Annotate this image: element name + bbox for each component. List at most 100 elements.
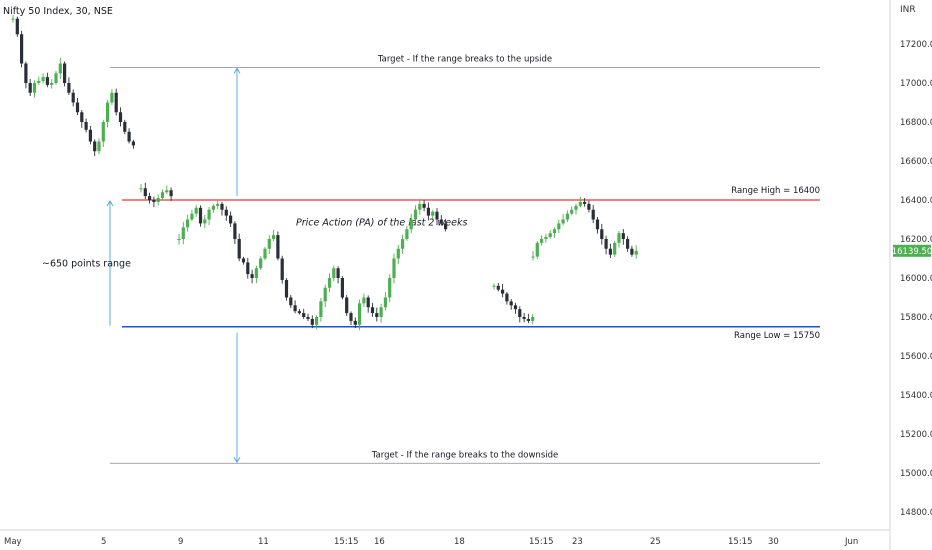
- candle-body: [634, 250, 638, 255]
- candle-body: [435, 211, 439, 220]
- candle-body: [340, 278, 344, 298]
- x-tick-label: 16: [374, 537, 385, 547]
- candle-body: [630, 248, 634, 255]
- candle-body: [198, 207, 203, 224]
- candle-body: [388, 278, 392, 298]
- candle-body: [284, 279, 289, 298]
- candle-body: [203, 219, 207, 224]
- candle-body: [392, 258, 396, 278]
- candle-body: [345, 297, 349, 314]
- range-low-label: Range Low = 15750: [734, 331, 820, 341]
- measure-arrows: [106, 67, 241, 464]
- candle-body: [216, 203, 220, 206]
- candle-body: [11, 18, 15, 20]
- candle-body: [177, 239, 181, 240]
- candle-body: [272, 235, 276, 239]
- candle-body: [63, 63, 67, 83]
- candle-body: [54, 73, 58, 83]
- candle-body: [319, 301, 323, 317]
- y-tick-label: 16800.00: [900, 118, 932, 128]
- candle-body: [123, 122, 127, 132]
- price-action-label: Price Action (PA) of the last 2 weeks: [296, 217, 467, 228]
- candle-body: [229, 215, 233, 224]
- candle-body: [118, 112, 123, 122]
- candle-body: [431, 211, 435, 216]
- candle-body: [306, 317, 310, 319]
- candle-body: [293, 305, 297, 312]
- candle-body: [207, 209, 211, 220]
- candle-body: [280, 258, 284, 280]
- y-tick-label: 16400.00: [900, 196, 932, 206]
- candle-body: [50, 83, 54, 85]
- range-high-label: Range High = 16400: [731, 186, 820, 196]
- y-tick-label: 15800.00: [900, 313, 932, 323]
- candle-body: [362, 297, 366, 304]
- currency-label: INR: [900, 5, 916, 15]
- y-tick-label: 17000.00: [900, 79, 932, 89]
- x-tick-label: 15:15: [529, 537, 554, 547]
- candle-body: [379, 307, 383, 317]
- candle-body: [156, 198, 160, 202]
- candle-body: [513, 305, 518, 310]
- candle-body: [224, 209, 228, 216]
- candle-body: [535, 242, 539, 257]
- x-tick-label: 23: [572, 537, 583, 547]
- candle-body: [358, 303, 362, 325]
- candle-body: [587, 203, 591, 210]
- candle-body: [383, 297, 387, 308]
- symbol-title: Nifty 50 Index, 30, NSE: [3, 6, 113, 17]
- candle-body: [75, 102, 80, 113]
- x-tick-label: Jun: [844, 537, 858, 547]
- candle-body: [626, 239, 630, 249]
- candle-body: [181, 227, 185, 239]
- candle-body: [600, 229, 604, 239]
- candle-body: [396, 248, 400, 259]
- candle-body: [522, 317, 526, 319]
- candle-body: [71, 92, 75, 103]
- candle-body: [353, 320, 357, 325]
- candle-body: [426, 207, 430, 216]
- candle-body: [20, 34, 24, 64]
- candle-body: [41, 77, 45, 82]
- candle-body: [143, 188, 147, 197]
- candle-body: [93, 141, 97, 152]
- x-tick-label: 5: [101, 537, 106, 547]
- candle-body: [220, 203, 224, 210]
- candle-body: [88, 129, 92, 142]
- candle-body: [613, 242, 617, 255]
- candle-body: [418, 203, 422, 210]
- x-tick-label: 15:15: [728, 537, 753, 547]
- candle-body: [101, 122, 105, 142]
- candle-body: [492, 285, 496, 287]
- candle-body: [190, 213, 194, 220]
- candle-body: [237, 239, 241, 259]
- candle-body: [518, 309, 522, 317]
- arrow-head: [106, 200, 114, 207]
- candle-body: [160, 192, 165, 199]
- candle-body: [505, 293, 509, 302]
- candle-body: [578, 201, 582, 206]
- candle-body: [32, 83, 37, 93]
- x-tick-label: 30: [768, 537, 779, 547]
- candle-body: [139, 188, 143, 190]
- candle-body: [58, 63, 62, 74]
- candle-body: [297, 311, 301, 314]
- candle-body: [422, 203, 426, 208]
- x-tick-label: 9: [178, 537, 183, 547]
- candle-body: [595, 219, 600, 230]
- candle-body: [97, 141, 101, 152]
- candle-body: [310, 318, 314, 325]
- candle-body: [366, 297, 370, 308]
- y-tick-label: 16600.00: [900, 157, 932, 167]
- candle-body: [509, 301, 513, 306]
- candle-body: [604, 239, 608, 249]
- candle-body: [548, 233, 552, 238]
- candle-body: [336, 268, 340, 278]
- candle-body: [409, 219, 413, 230]
- candle-body: [152, 200, 156, 202]
- candle-body: [375, 313, 379, 317]
- candle-body: [565, 213, 569, 220]
- candle-body: [233, 223, 237, 239]
- candle-body: [552, 229, 557, 234]
